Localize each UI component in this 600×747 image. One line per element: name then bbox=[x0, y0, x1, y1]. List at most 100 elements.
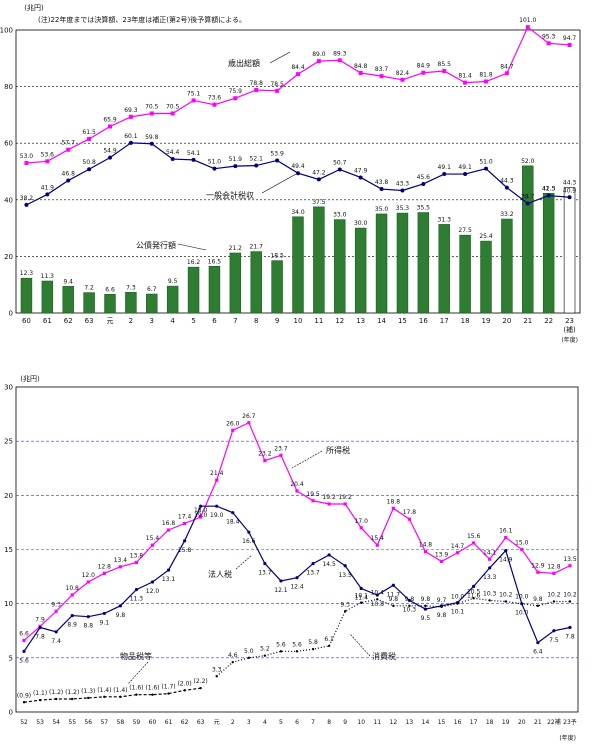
bar-value-label: 12.3 bbox=[20, 270, 34, 277]
point bbox=[424, 604, 427, 608]
point bbox=[38, 698, 42, 702]
point bbox=[231, 660, 234, 664]
point bbox=[183, 689, 186, 692]
label-物品税等: 物品税等 bbox=[120, 651, 152, 661]
point bbox=[379, 187, 384, 192]
x-tick-label: 16 bbox=[419, 317, 428, 325]
point-value-label: 9.8 bbox=[421, 596, 431, 603]
point bbox=[128, 140, 133, 145]
bar-value-label: 7.2 bbox=[84, 285, 94, 292]
bar-value-label: 9.4 bbox=[63, 278, 73, 285]
bar-61 bbox=[41, 280, 54, 314]
x-tick-label: 23 bbox=[565, 317, 574, 325]
point bbox=[423, 550, 428, 554]
x-tick-label: 元 bbox=[214, 719, 220, 726]
point-value-label: 82.4 bbox=[396, 70, 410, 77]
point bbox=[520, 602, 523, 605]
point-value-label: 89.0 bbox=[312, 51, 326, 58]
point bbox=[108, 155, 112, 160]
bar-2 bbox=[125, 292, 137, 314]
x-tick-label: 61 bbox=[165, 719, 173, 726]
point-value-label: 16.8 bbox=[162, 520, 176, 527]
x-tick-label: 15 bbox=[438, 719, 446, 726]
point-value-label: 12.8 bbox=[547, 563, 561, 570]
bar-value-label: 33.0 bbox=[333, 212, 347, 219]
point bbox=[135, 693, 138, 696]
bar-value-label: 31.3 bbox=[438, 216, 452, 223]
point bbox=[504, 548, 508, 553]
x-tick-label: 15 bbox=[398, 317, 407, 325]
bar-value-label: 9.5 bbox=[168, 278, 178, 285]
bar-8 bbox=[250, 251, 262, 314]
bar-22 bbox=[542, 192, 555, 314]
point bbox=[337, 58, 342, 63]
bar-15 bbox=[396, 212, 409, 314]
x-tick-label: 23予 bbox=[563, 718, 577, 726]
bar-21 bbox=[522, 165, 534, 314]
point-value-label: 6.4 bbox=[533, 649, 543, 656]
point-value-label: 18.8 bbox=[387, 498, 401, 505]
point-value-label: 10.4 bbox=[371, 589, 385, 596]
point-value-label: (1.3) bbox=[81, 688, 95, 695]
point bbox=[504, 600, 507, 603]
x-tick-label: 22補 bbox=[547, 718, 561, 726]
point-value-label: 8.9 bbox=[67, 622, 77, 629]
point-value-label: (1.7) bbox=[161, 684, 175, 691]
series-line-0 bbox=[23, 421, 571, 641]
point bbox=[311, 647, 315, 651]
point-value-label: 49.1 bbox=[458, 164, 472, 171]
point-value-label: 38.7 bbox=[521, 193, 535, 200]
point bbox=[45, 159, 50, 164]
point-value-label: 10.1 bbox=[355, 593, 369, 600]
point bbox=[484, 166, 488, 171]
bar-value-label: 44.3 bbox=[563, 180, 577, 187]
bar-value-label: 35.0 bbox=[375, 206, 389, 213]
point bbox=[421, 181, 426, 186]
bar-13 bbox=[354, 227, 367, 314]
point-value-label: 10.0 bbox=[515, 594, 529, 601]
x-tick-label: 56 bbox=[84, 719, 92, 726]
y-tick-label: 0 bbox=[9, 709, 13, 717]
bar-元 bbox=[104, 294, 116, 314]
point bbox=[263, 561, 267, 566]
point-value-label: 81.8 bbox=[479, 72, 493, 79]
point bbox=[337, 167, 342, 172]
point bbox=[233, 96, 238, 101]
point-value-label: 15.6 bbox=[467, 533, 481, 540]
point-value-label: 9.5 bbox=[421, 615, 431, 622]
x-tick-label: 63 bbox=[85, 317, 94, 325]
x-tick-label: 8 bbox=[327, 719, 331, 726]
x-tick-label: 18 bbox=[486, 719, 494, 726]
x-tick-label: 60 bbox=[149, 719, 157, 726]
x-tick-label: 57 bbox=[100, 719, 108, 726]
point bbox=[70, 613, 74, 618]
point bbox=[400, 77, 405, 82]
point-value-label: 13.5 bbox=[563, 556, 577, 563]
point bbox=[316, 59, 321, 64]
point-value-label: 26.0 bbox=[226, 420, 240, 427]
point bbox=[118, 604, 122, 608]
point-value-label: 6.1 bbox=[324, 636, 334, 643]
x-tick-label: 7 bbox=[233, 317, 237, 325]
point bbox=[568, 625, 572, 630]
point-value-label: 14.8 bbox=[419, 542, 433, 549]
point-value-label: 5.2 bbox=[260, 646, 270, 653]
x-tick-label: 17 bbox=[440, 317, 449, 325]
point-value-label: 9.8 bbox=[389, 596, 399, 603]
x-tick-label: 21 bbox=[523, 317, 532, 325]
bar-60 bbox=[20, 277, 33, 314]
x-tick-label: 16 bbox=[454, 719, 462, 726]
point-value-label: 49.1 bbox=[438, 164, 452, 171]
point bbox=[263, 654, 267, 657]
point bbox=[311, 561, 315, 566]
point-value-label: 45.6 bbox=[417, 174, 431, 181]
point bbox=[472, 541, 476, 545]
point-value-label: 51.0 bbox=[208, 159, 222, 166]
point bbox=[183, 539, 187, 543]
bar-value-label: 21.2 bbox=[229, 245, 243, 252]
y-tick-label: 20 bbox=[4, 253, 13, 261]
point bbox=[552, 629, 556, 633]
point-value-label: 61.5 bbox=[82, 129, 96, 136]
point bbox=[407, 598, 411, 603]
point-value-label: 50.8 bbox=[82, 159, 96, 166]
